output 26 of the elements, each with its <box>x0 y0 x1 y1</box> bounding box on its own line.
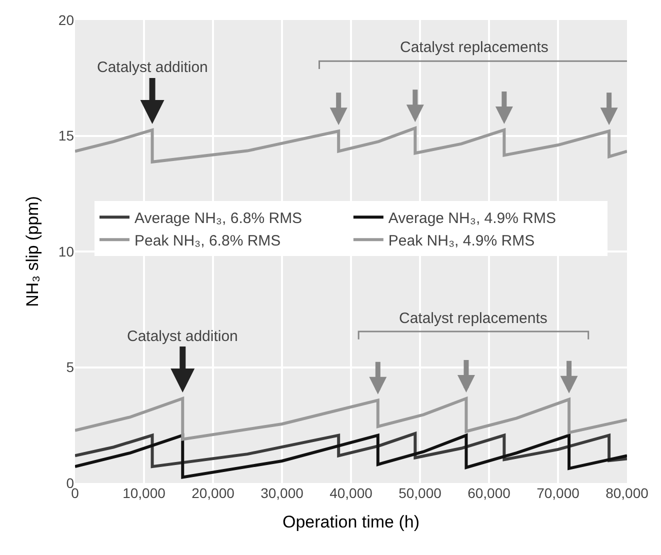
line-series <box>75 126 627 164</box>
annotation: Catalyst addition <box>127 328 238 345</box>
y-tick-label: 15 <box>58 128 74 144</box>
annotation: Catalyst replacements <box>400 39 548 56</box>
y-tick-label: 20 <box>58 12 74 28</box>
x-tick-label: 20,000 <box>192 485 235 501</box>
legend-label: Average NH₃, 6.8% RMS <box>134 210 302 227</box>
line-series <box>75 432 627 468</box>
legend-label: Average NH₃, 4.9% RMS <box>388 210 556 227</box>
legend-label: Peak NH₃, 6.8% RMS <box>134 232 281 250</box>
y-tick-label: 5 <box>66 359 74 376</box>
x-tick-label: 50,000 <box>398 485 442 501</box>
x-tick-label: 80,000 <box>606 485 649 501</box>
line-series <box>75 397 627 441</box>
x-axis-title: Operation time (h) <box>282 512 420 532</box>
y-axis-title: NH₃ slip (ppm) <box>22 196 42 307</box>
line-series <box>75 434 627 479</box>
y-tick-label: 10 <box>58 243 74 260</box>
legend-label: Peak NH₃, 4.9% RMS <box>388 232 535 250</box>
annotation: Catalyst addition <box>97 59 208 76</box>
x-tick-label: 10,000 <box>122 485 166 501</box>
annotation: Catalyst replacements <box>399 310 548 327</box>
x-tick-label: 70,000 <box>536 485 580 501</box>
x-tick-label: 60,000 <box>468 485 511 501</box>
x-tick-label: 30,000 <box>260 485 304 501</box>
x-tick-label: 40,000 <box>330 485 373 501</box>
